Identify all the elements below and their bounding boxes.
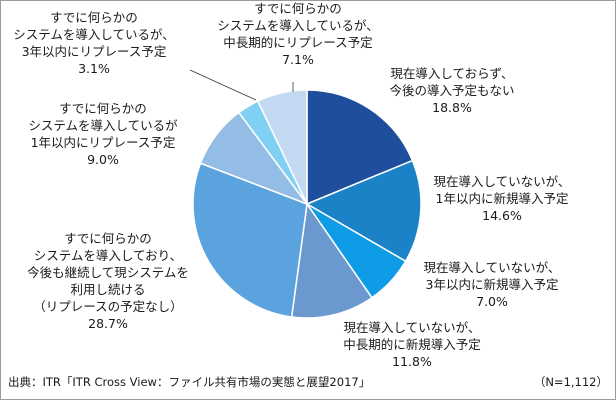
slice-label-line: 3年以内に新規導入予定 xyxy=(426,277,559,292)
pie-slice xyxy=(256,89,308,205)
slice-label-line: すでに何らかの xyxy=(64,231,152,246)
slice-value-label: 11.8% xyxy=(392,354,432,369)
slice-label-line: システムを導入しており、 xyxy=(34,248,182,263)
source-note: 出典：ITR「ITR Cross View：ファイル共有市場の実態と展望2017… xyxy=(8,375,370,389)
slice-value-label: 14.6% xyxy=(482,208,522,223)
slice-label-line: 3年以内にリプレース予定 xyxy=(22,44,167,59)
slice-value-label: 7.0% xyxy=(476,294,508,309)
slice-label-line: 中長期的にリプレース予定 xyxy=(223,35,372,50)
slice-value-label: 7.1% xyxy=(282,52,314,67)
slice-label: すでに何らかのシステムを導入しているが、中長期的にリプレース予定 7.1% xyxy=(217,1,379,67)
pie-slice xyxy=(306,89,414,206)
slice-label-line: 現在導入していないが、 xyxy=(344,320,481,335)
leader-line xyxy=(189,69,257,101)
slice-label-line: システムを導入しているが、 xyxy=(217,18,379,33)
slice-label-line: 現在導入していないが、 xyxy=(424,260,561,275)
slice-label: 現在導入しておらず、今後の導入予定もない 18.8% xyxy=(389,66,514,115)
slice-label: 現在導入していないが、 1年以内に新規導入予定 14.6% xyxy=(434,174,571,223)
slice-label-line: システムを導入しているが、 xyxy=(13,27,175,42)
slice-label: すでに何らかのシステムを導入しているが、 3年以内にリプレース予定 3.1% xyxy=(13,10,175,76)
pie-slice xyxy=(192,162,308,318)
slice-label-line: 現在導入していないが、 xyxy=(434,174,571,189)
slice-label-line: 中長期的に新規導入予定 xyxy=(343,337,481,352)
slice-label-line: システムを導入しているが xyxy=(28,118,178,133)
slice-label: 現在導入していないが、中長期的に新規導入予定 11.8% xyxy=(343,320,481,369)
sample-size: （N=1,112） xyxy=(534,375,608,389)
slice-label-line: すでに何らかの xyxy=(50,10,138,25)
slice-label-line: すでに何らかの xyxy=(254,1,342,16)
pie-slice xyxy=(290,201,373,319)
slice-value-label: 9.0% xyxy=(87,152,119,167)
slice-value-label: 3.1% xyxy=(78,61,110,76)
slice-value-label: 18.8% xyxy=(432,100,472,115)
pie-slice xyxy=(305,159,422,263)
slice-label-line: 利用し続ける xyxy=(70,282,145,297)
slice-label: すでに何らかのシステムを導入しているが 1年以内にリプレース予定 9.0% xyxy=(28,101,178,167)
leader-lines xyxy=(189,69,294,101)
slice-label-line: 1年以内に新規導入予定 xyxy=(436,191,569,206)
slice-label: すでに何らかのシステムを導入しており、今後も継続して現システムを利用し続ける （リ… xyxy=(27,231,189,331)
slice-label: 現在導入していないが、 3年以内に新規導入予定 7.0% xyxy=(424,260,561,309)
slice-labels: 現在導入しておらず、今後の導入予定もない 18.8% 現在導入していないが、 1年以内… xyxy=(13,1,570,369)
slice-label-line: 今後の導入予定もない xyxy=(389,83,514,98)
slice-value-label: 28.7% xyxy=(88,316,128,331)
slice-label-line: 今後も継続して現システムを xyxy=(27,265,189,280)
slice-label-line: すでに何らかの xyxy=(59,101,147,116)
slice-label-line: 1年以内にリプレース予定 xyxy=(31,135,176,150)
slice-label-line: 現在導入しておらず、 xyxy=(390,66,513,81)
pie-slices xyxy=(192,89,422,319)
slice-label-line: （リプレースの予定なし） xyxy=(33,299,182,314)
